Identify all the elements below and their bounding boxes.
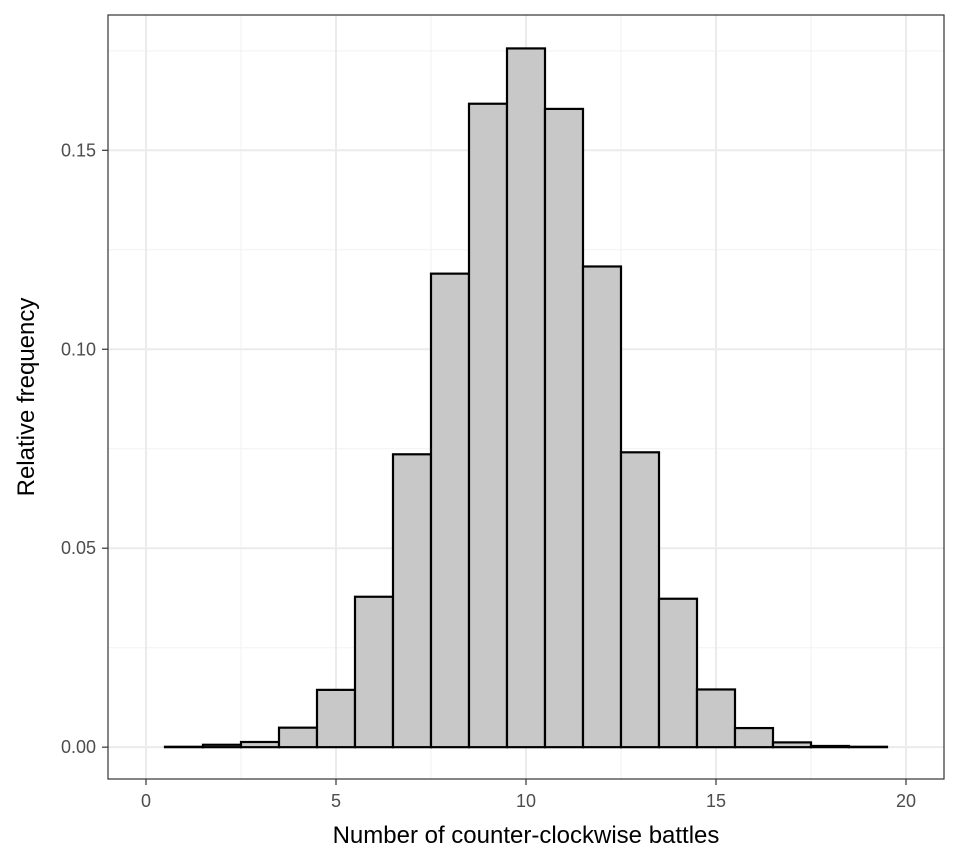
histogram-bar xyxy=(543,107,585,749)
x-tick-label: 5 xyxy=(331,791,341,811)
x-axis-title: Number of counter-clockwise battles xyxy=(333,822,720,849)
y-tick-label: 0.15 xyxy=(61,140,96,160)
y-tick-label: 0.05 xyxy=(61,538,96,558)
x-tick-label: 15 xyxy=(706,791,726,811)
histogram-bar xyxy=(581,265,623,749)
x-tick-label: 20 xyxy=(896,791,916,811)
x-tick-label: 10 xyxy=(516,791,536,811)
histogram-bar xyxy=(809,744,851,749)
axis-ticks: 0 5 10 15 20 0.00 0.05 0.10 0.15 xyxy=(61,140,916,811)
histogram-bar xyxy=(353,595,395,749)
y-tick-label: 0.00 xyxy=(61,737,96,757)
x-tick-label: 0 xyxy=(141,791,151,811)
histogram-bars xyxy=(163,47,889,749)
histogram-bar xyxy=(695,688,737,749)
y-tick-label: 0.10 xyxy=(61,339,96,359)
y-axis-title: Relative frequency xyxy=(13,298,40,497)
histogram-bar xyxy=(429,272,471,749)
histogram-bar xyxy=(505,47,547,749)
histogram-bar xyxy=(467,102,509,749)
histogram-bar xyxy=(239,740,281,749)
histogram-bar xyxy=(201,743,243,749)
histogram-bar xyxy=(733,726,775,749)
histogram-bar xyxy=(771,741,813,749)
histogram-bar xyxy=(277,726,319,749)
histogram-bar xyxy=(619,451,661,749)
histogram-bar xyxy=(657,597,699,749)
histogram-bar xyxy=(315,688,357,749)
histogram-bar xyxy=(391,453,433,749)
